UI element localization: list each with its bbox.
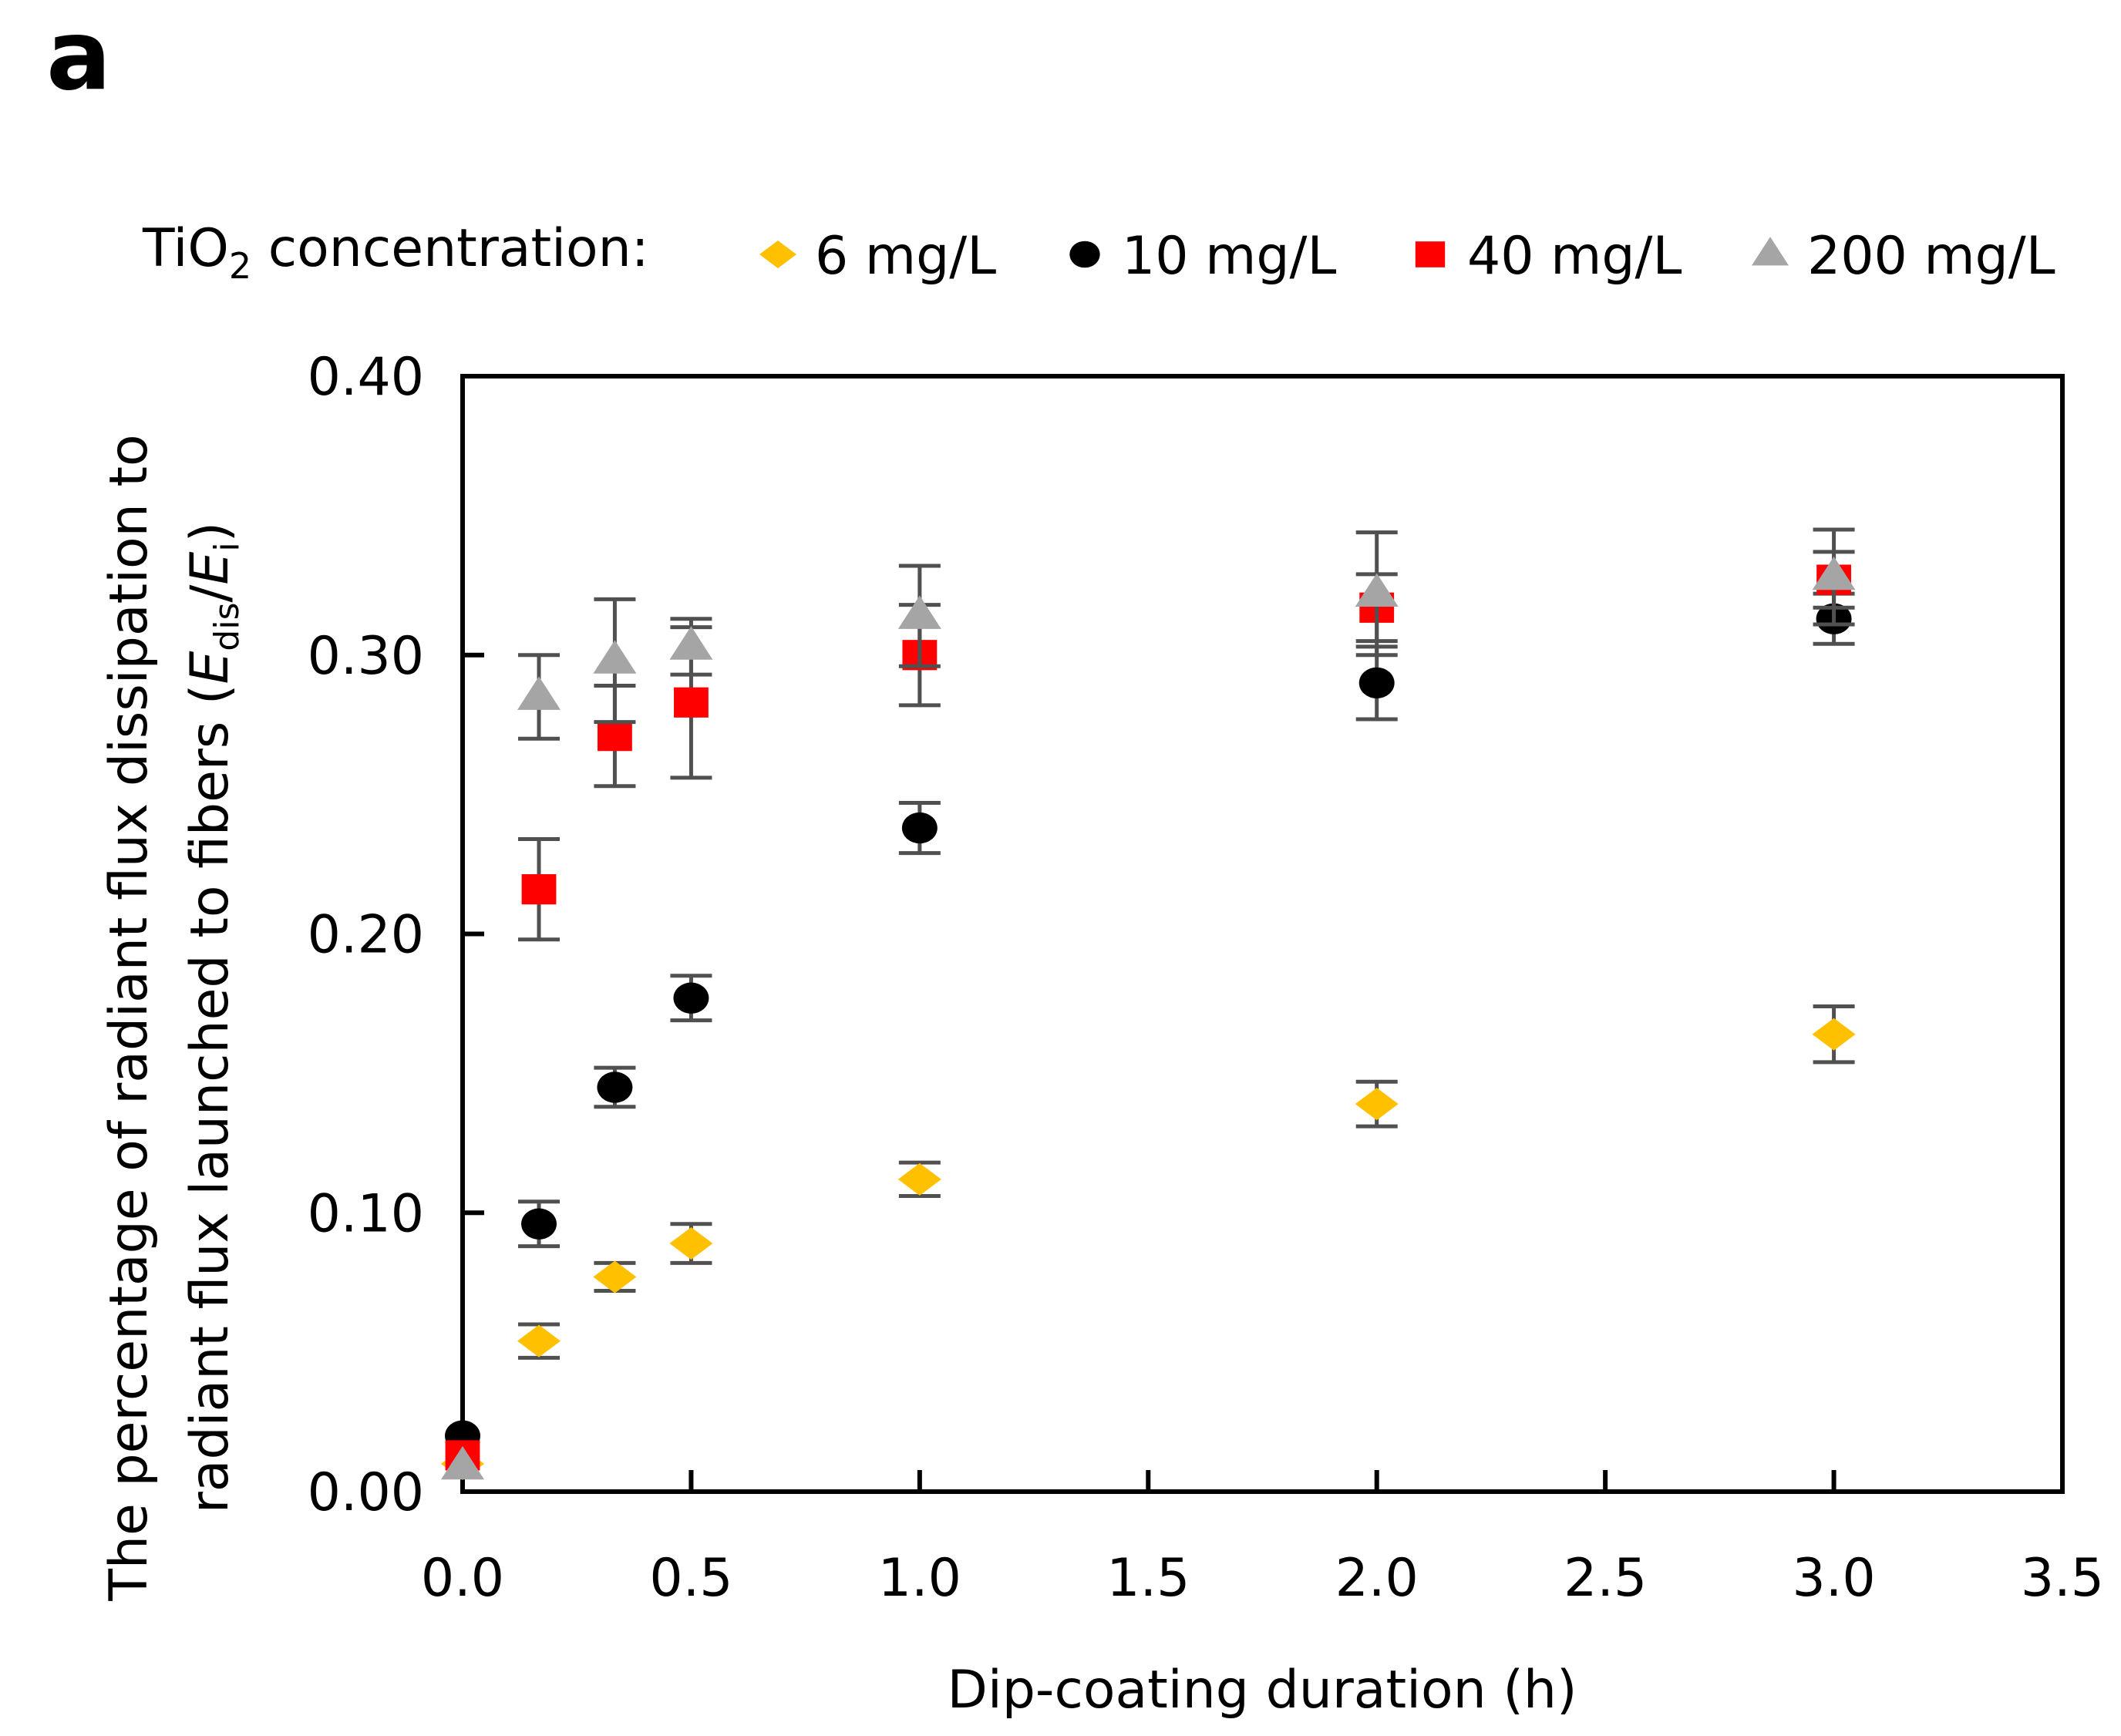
x-tick-label: 0.0 <box>421 1548 504 1609</box>
legend: TiO2 concentration: 6 mg/L 10 mg/L 40 mg/L… <box>142 218 2055 287</box>
square-marker <box>598 721 632 752</box>
circle-marker <box>521 1208 557 1240</box>
triangle-marker <box>1355 573 1399 607</box>
diamond-marker <box>1355 1088 1399 1121</box>
square-marker <box>674 687 709 718</box>
y-axis-label-line2: radiant flux launched to fibers (Edis/Ei… <box>180 522 247 1513</box>
series-200-mg-l <box>441 527 1856 1480</box>
y-axis-label-line1: The percentage of radiant flux dissipati… <box>99 434 160 1601</box>
y-tick-label: 0.40 <box>308 347 424 408</box>
legend-label: 6 mg/L <box>815 226 996 287</box>
y-tick-label: 0.20 <box>308 905 424 966</box>
series-40-mg-l <box>445 550 1855 1471</box>
circle-marker <box>901 812 938 844</box>
x-tick-label: 3.0 <box>1792 1548 1875 1609</box>
legend-label: 10 mg/L <box>1122 226 1336 287</box>
axes: 0.0 0.5 1.0 1.5 2.0 2.5 3.0 3.5 0.00 0.10 0.20 0.30… <box>308 347 2104 1609</box>
triangle-marker <box>669 626 713 660</box>
data-marks <box>441 527 1856 1480</box>
diamond-marker <box>759 241 796 268</box>
legend-item: 6 mg/L <box>759 226 996 287</box>
series-10-mg-l <box>445 591 1855 1452</box>
triangle-marker <box>517 676 561 710</box>
diamond-marker <box>669 1227 713 1260</box>
y-tick-label: 0.10 <box>308 1183 424 1244</box>
panel-label: a <box>46 0 111 112</box>
x-tick-label: 1.0 <box>878 1548 961 1609</box>
circle-marker <box>673 982 709 1014</box>
legend-item: 200 mg/L <box>1752 226 2055 287</box>
legend-item: 40 mg/L <box>1415 226 1682 287</box>
triangle-marker <box>1812 556 1856 590</box>
circle-marker <box>1358 667 1395 699</box>
y-tick-label: 0.30 <box>308 626 424 687</box>
legend-label: 200 mg/L <box>1807 226 2055 287</box>
circle-marker <box>1069 241 1100 268</box>
x-tick-label: 3.5 <box>2021 1548 2104 1609</box>
x-tick-label: 2.0 <box>1335 1548 1419 1609</box>
x-tick-label: 0.5 <box>649 1548 732 1609</box>
triangle-marker <box>593 640 637 674</box>
legend-item: 10 mg/L <box>1069 226 1336 287</box>
triangle-marker <box>441 1445 484 1480</box>
legend-title: TiO2 concentration: <box>142 218 649 287</box>
x-axis-label: Dip-coating duration (h) <box>948 1660 1577 1721</box>
series-6-mg-l <box>441 1004 1856 1480</box>
x-tick-label: 1.5 <box>1106 1548 1190 1609</box>
x-tick-label: 2.5 <box>1564 1548 1647 1609</box>
circle-marker <box>597 1072 633 1103</box>
diamond-marker <box>897 1162 941 1196</box>
triangle-marker <box>897 595 941 629</box>
y-tick-label: 0.00 <box>308 1462 424 1523</box>
diamond-marker <box>593 1260 637 1294</box>
diamond-marker <box>1812 1018 1856 1051</box>
plot-frame <box>460 374 2065 1494</box>
square-marker <box>521 874 557 905</box>
diamond-marker <box>517 1324 561 1358</box>
legend-label: 40 mg/L <box>1467 226 1682 287</box>
triangle-marker <box>1752 237 1789 266</box>
square-marker <box>1415 241 1446 267</box>
